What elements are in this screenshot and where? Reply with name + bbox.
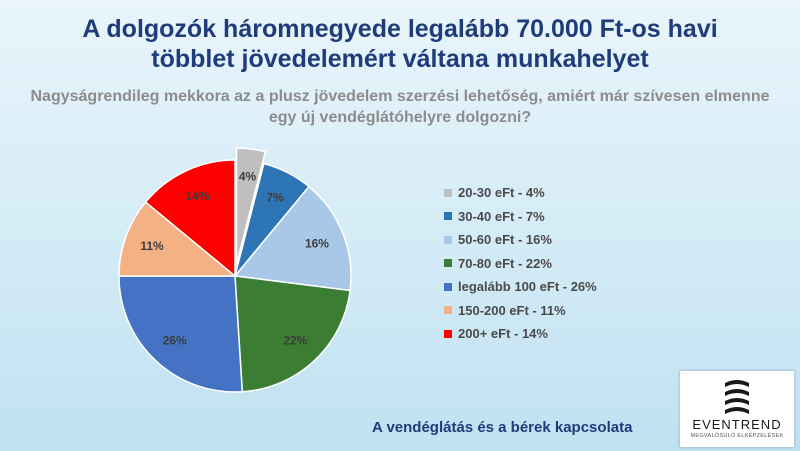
legend-label: 20-30 eFt - 4% — [458, 185, 545, 201]
legend-item: 30-40 eFt - 7% — [444, 205, 597, 229]
legend-label: 150-200 eFt - 11% — [458, 302, 566, 318]
slice-data-label: 11% — [140, 239, 164, 253]
legend-item: legalább 100 eFt - 26% — [444, 275, 597, 299]
page-title: A dolgozók háromnegyede legalább 70.000 … — [20, 14, 780, 74]
legend-swatch — [444, 329, 452, 338]
pie-slice — [235, 147, 267, 265]
title-line-2: többlet jövedelemért váltana munkahelyet — [151, 45, 649, 73]
slice-data-label: 22% — [283, 333, 307, 347]
logo-tagline: MEGVALÓSULÓ ELKÉPZELÉSEK — [690, 433, 784, 439]
subtitle-line-2: egy új vendéglátóhelyre dolgozni? — [268, 109, 532, 126]
eventrend-logo-icon — [725, 380, 749, 414]
legend-swatch — [444, 259, 452, 268]
legend-label: 50-60 eFt - 16% — [458, 232, 552, 248]
logo-brand-text: EVENTREND — [692, 417, 782, 432]
slice-data-label: 4% — [239, 170, 257, 184]
pie-slice — [233, 185, 352, 292]
legend-swatch — [444, 282, 452, 291]
legend-swatch — [444, 235, 452, 244]
chart-legend: 20-30 eFt - 4% 30-40 eFt - 7% 50-60 eFt - … — [444, 181, 597, 346]
legend-swatch — [444, 188, 452, 197]
legend-item: 150-200 eFt - 11% — [444, 299, 597, 323]
legend-label: 200+ eFt - 14% — [458, 326, 548, 342]
legend-item: 70-80 eFt - 22% — [444, 252, 597, 276]
legend-item: 50-60 eFt - 16% — [444, 228, 597, 252]
slice-data-label: 7% — [266, 190, 284, 204]
legend-item: 20-30 eFt - 4% — [444, 181, 597, 205]
slice-data-label: 16% — [305, 237, 329, 251]
eventrend-logo: EVENTREND MEGVALÓSULÓ ELKÉPZELÉSEK — [680, 371, 794, 447]
page-subtitle: Nagyságrendileg mekkora az a plusz jöved… — [30, 86, 770, 128]
subtitle-line-1: Nagyságrendileg mekkora az a plusz jöved… — [30, 88, 770, 105]
legend-label: 70-80 eFt - 22% — [458, 255, 552, 271]
legend-label: 30-40 eFt - 7% — [458, 208, 545, 224]
slice-data-label: 14% — [185, 189, 209, 203]
legend-item: 200+ eFt - 14% — [444, 322, 597, 346]
legend-swatch — [444, 212, 452, 221]
legend-label: legalább 100 eFt - 26% — [458, 279, 597, 295]
legend-swatch — [444, 306, 452, 315]
pie-slice — [118, 201, 238, 277]
footer-caption: A vendéglátás és a bérek kapcsolata — [372, 419, 633, 436]
title-line-1: A dolgozók háromnegyede legalább 70.000 … — [82, 15, 718, 43]
pie-slice — [144, 159, 236, 278]
pie-slice — [118, 275, 244, 393]
pie-slice — [234, 275, 351, 393]
slice-data-label: 26% — [163, 333, 187, 347]
